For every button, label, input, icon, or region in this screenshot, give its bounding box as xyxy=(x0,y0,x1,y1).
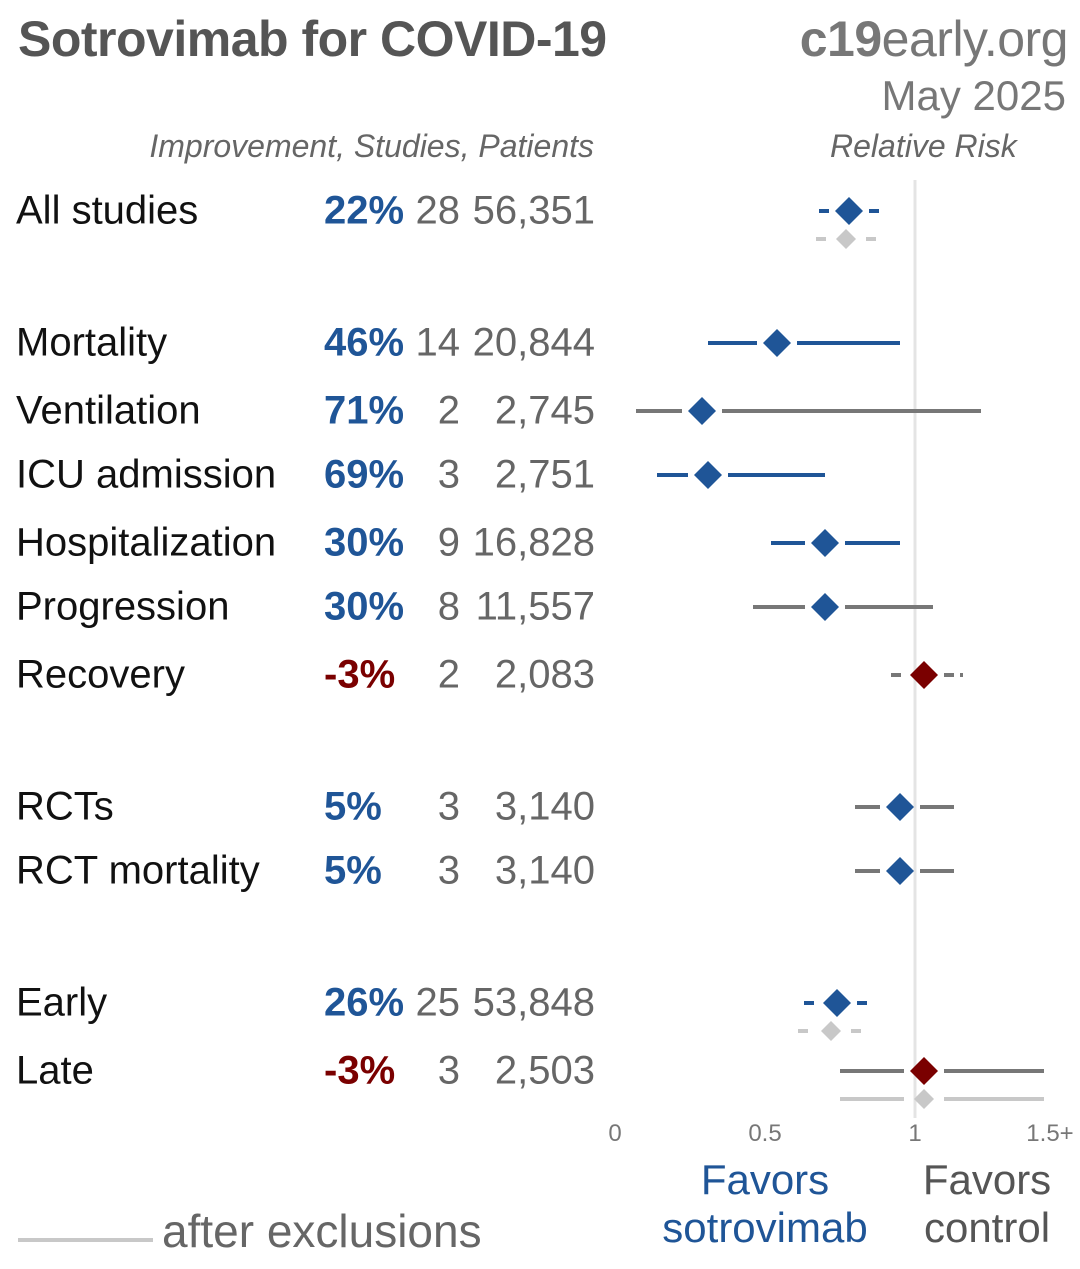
row-improvement-rct-mortality: 5% xyxy=(324,848,382,893)
row-patients-rct-mortality: 3,140 xyxy=(494,848,595,893)
row-improvement-rcts: 5% xyxy=(324,784,382,829)
row-label-early: Early xyxy=(16,980,108,1025)
row-improvement-late: -3% xyxy=(324,1048,396,1093)
row-patients-mortality: 20,844 xyxy=(472,320,595,365)
row-improvement-recovery: -3% xyxy=(324,652,396,697)
favors-treatment-line2: sotrovimab xyxy=(662,1204,868,1251)
site-logo: c19early.org xyxy=(799,10,1069,68)
relative-risk-header: Relative Risk xyxy=(830,128,1017,164)
row-all-studies-diamond xyxy=(835,197,863,225)
row-improvement-mortality: 46% xyxy=(324,320,405,365)
row-ventilation-diamond xyxy=(688,397,716,425)
row-hospitalization-diamond xyxy=(811,529,839,557)
row-patients-recovery: 2,083 xyxy=(494,652,595,697)
row-patients-rcts: 3,140 xyxy=(494,784,595,829)
row-improvement-ventilation: 71% xyxy=(324,388,405,433)
favors-control-label: Favors control xyxy=(923,1156,1051,1252)
row-studies-early: 25 xyxy=(415,980,461,1025)
site-logo-bold: c19 xyxy=(799,11,882,67)
favors-treatment-line1: Favors xyxy=(700,1156,830,1203)
row-patients-late: 2,503 xyxy=(494,1048,595,1093)
row-early-diamond xyxy=(823,989,851,1017)
favors-treatment-label: Favors sotrovimab xyxy=(662,1156,867,1252)
row-studies-rcts: 3 xyxy=(437,784,460,829)
page-title: Sotrovimab for COVID-19 xyxy=(18,11,607,67)
row-studies-ventilation: 2 xyxy=(437,388,460,433)
row-patients-icu-admission: 2,751 xyxy=(494,452,595,497)
x-tick-2: 1 xyxy=(908,1120,922,1147)
row-label-recovery: Recovery xyxy=(16,652,185,697)
favors-control-line2: control xyxy=(923,1204,1051,1251)
row-rcts-diamond xyxy=(886,793,914,821)
row-patients-ventilation: 2,745 xyxy=(494,388,595,433)
row-icu-admission-diamond xyxy=(694,461,722,489)
row-late-exclusion-diamond xyxy=(914,1089,934,1109)
after-exclusions-legend-text: after exclusions xyxy=(162,1205,482,1257)
row-studies-recovery: 2 xyxy=(437,652,460,697)
row-all-studies-exclusion-diamond xyxy=(836,229,856,249)
row-mortality-diamond xyxy=(763,329,791,357)
columns-header: Improvement, Studies, Patients xyxy=(149,128,594,164)
row-late-diamond xyxy=(910,1057,938,1085)
row-label-progression: Progression xyxy=(16,584,230,629)
row-improvement-early: 26% xyxy=(324,980,405,1025)
row-label-mortality: Mortality xyxy=(16,320,168,365)
row-label-all-studies: All studies xyxy=(16,188,199,233)
row-studies-rct-mortality: 3 xyxy=(437,848,460,893)
row-studies-late: 3 xyxy=(437,1048,460,1093)
row-improvement-hospitalization: 30% xyxy=(324,520,405,565)
row-progression-diamond xyxy=(811,593,839,621)
row-studies-mortality: 14 xyxy=(415,320,461,365)
row-rct-mortality-diamond xyxy=(886,857,914,885)
date-label: May 2025 xyxy=(881,72,1066,119)
row-studies-all-studies: 28 xyxy=(415,188,461,233)
row-label-hospitalization: Hospitalization xyxy=(16,520,277,565)
row-patients-early: 53,848 xyxy=(472,980,595,1025)
row-label-rct-mortality: RCT mortality xyxy=(16,848,260,893)
row-patients-all-studies: 56,351 xyxy=(472,188,595,233)
row-label-late: Late xyxy=(16,1048,94,1093)
after-exclusions-legend-line xyxy=(18,1238,153,1242)
row-early-exclusion-diamond xyxy=(821,1021,841,1041)
row-improvement-progression: 30% xyxy=(324,584,405,629)
row-studies-hospitalization: 9 xyxy=(437,520,460,565)
row-improvement-all-studies: 22% xyxy=(324,188,405,233)
x-tick-0: 0 xyxy=(608,1120,622,1147)
x-tick-1: 0.5 xyxy=(748,1120,782,1147)
row-label-rcts: RCTs xyxy=(16,784,114,829)
x-tick-3: 1.5+ xyxy=(1026,1120,1074,1147)
row-label-ventilation: Ventilation xyxy=(16,388,201,433)
site-logo-rest: early.org xyxy=(881,11,1069,67)
row-studies-icu-admission: 3 xyxy=(437,452,460,497)
favors-control-line1: Favors xyxy=(922,1156,1052,1203)
row-recovery-diamond xyxy=(910,661,938,689)
row-studies-progression: 8 xyxy=(437,584,460,629)
row-improvement-icu-admission: 69% xyxy=(324,452,405,497)
row-patients-hospitalization: 16,828 xyxy=(472,520,595,565)
row-patients-progression: 11,557 xyxy=(475,584,595,629)
row-label-icu-admission: ICU admission xyxy=(16,452,277,497)
